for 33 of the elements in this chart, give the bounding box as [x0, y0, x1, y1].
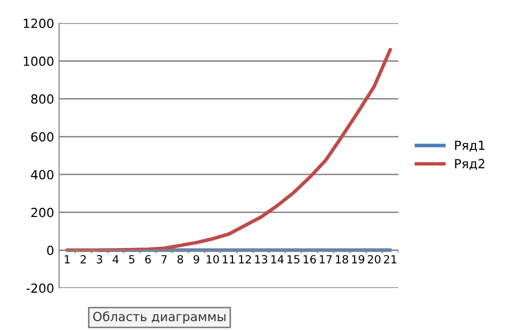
x-tick-label: 15 [288, 255, 300, 264]
x-tick-label: 4 [112, 255, 119, 264]
x-tick-label: 16 [304, 255, 316, 264]
x-tick-label: 1 [64, 255, 70, 264]
y-tick-label: 1200 [24, 18, 54, 28]
x-tick-label: 10 [206, 255, 219, 264]
x-tick-label: 12 [239, 255, 251, 264]
legend-label: Ряд2 [455, 158, 484, 170]
line-series [65, 48, 392, 252]
y-tick-label: -200 [26, 283, 54, 293]
y-tick-label: 400 [31, 170, 54, 180]
y-tick-label: 800 [31, 94, 54, 104]
legend-label: Ряд1 [455, 140, 484, 152]
y-tick-label: 1000 [24, 56, 54, 66]
x-tick-label: 3 [96, 255, 102, 264]
x-tick-label: 21 [384, 255, 396, 264]
x-tick-label: 18 [336, 255, 348, 264]
x-tick-label: 5 [129, 255, 134, 264]
x-tick-label: 2 [80, 255, 86, 264]
x-tick-label: 11 [222, 255, 235, 264]
y-tick-label: 0 [47, 246, 54, 256]
text: Область диаграммы [93, 311, 226, 324]
x-tick-label: 19 [352, 255, 364, 264]
x-tick-label: 9 [194, 255, 200, 264]
y-tick-label: 600 [31, 132, 54, 142]
x-tick-label: 17 [320, 255, 332, 264]
x-tick-label: 7 [161, 255, 167, 264]
y-tick-label: 200 [31, 208, 54, 218]
x-tick-label: 20 [368, 255, 380, 264]
x-tick-label: 13 [255, 255, 268, 264]
x-tick-label: 14 [271, 255, 284, 264]
x-tick-label: 6 [145, 255, 151, 264]
x-tick-label: 8 [177, 255, 184, 264]
